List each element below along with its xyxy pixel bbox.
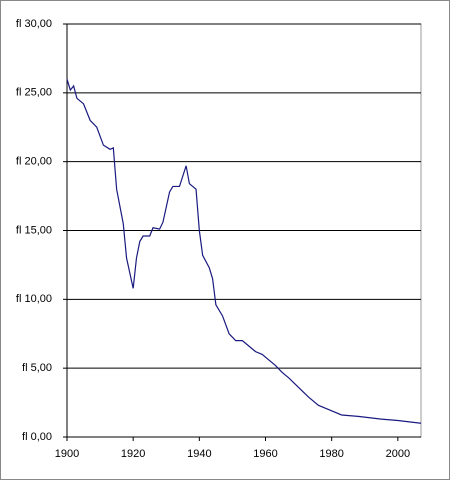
y-tick-label: fl 20,00 (16, 156, 52, 168)
x-tick-label: 1980 (319, 448, 343, 460)
y-tick-label: fl 10,00 (16, 293, 52, 305)
x-tick-label: 2000 (386, 448, 410, 460)
y-tick-label: fl 5,00 (22, 362, 52, 374)
x-tick-label: 1940 (187, 448, 211, 460)
y-tick-label: fl 25,00 (16, 87, 52, 99)
x-tick-label: 1900 (55, 448, 79, 460)
y-tick-label: fl 0,00 (22, 431, 52, 443)
x-tick-label: 1920 (121, 448, 145, 460)
y-tick-label: fl 30,00 (16, 18, 52, 30)
x-tick-label: 1960 (253, 448, 277, 460)
data-line (66, 78, 422, 424)
y-tick-label: fl 15,00 (16, 224, 52, 236)
